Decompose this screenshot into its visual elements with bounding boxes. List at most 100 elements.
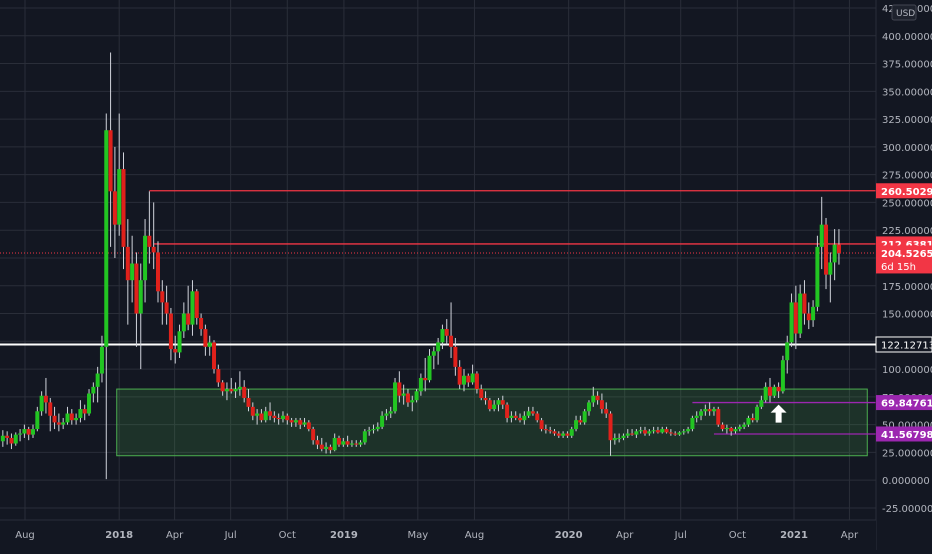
candle [677,431,682,436]
candle [242,380,247,403]
candle-body-up [785,342,790,361]
candle-body-up [31,429,36,435]
candle [776,382,781,398]
candle [143,219,148,303]
resistance-high-label-box [876,183,932,199]
candle [117,113,122,236]
candle-body-down [134,263,139,314]
candle [651,426,656,434]
candle-body-up [255,413,260,416]
candle [755,404,760,423]
candle-body-up [99,346,104,374]
candle-body-down [108,130,113,192]
candle-body-down [720,424,725,430]
candle-body-down [500,400,505,405]
candle-body-up [130,263,135,281]
candle [785,335,790,374]
price-axis[interactable]: 425.000000400.000000375.000000350.000000… [875,0,932,550]
candle [711,406,716,416]
price-tick-label: 225.000000 [882,226,932,237]
candle [160,280,165,325]
candle [815,235,820,312]
candle-body-up [574,420,579,430]
candle-body-down [328,446,333,451]
candle [22,424,27,438]
candle-body-up [694,415,699,418]
key-level-label[interactable]: 122.127135 [875,336,932,353]
candle [212,340,217,374]
candle [268,402,273,421]
candle-body-up [418,377,423,392]
candle-body-up [87,393,92,414]
candle-body-down [836,244,841,253]
candle [457,360,462,390]
candle [423,357,428,392]
candle [733,426,738,434]
candle [634,429,639,438]
range-low-label[interactable]: 41.567989 [876,426,932,442]
time-tick-label: Oct [729,530,746,541]
candle [724,424,729,434]
candle-body-up [742,424,747,427]
candle [427,349,432,383]
time-axis-background [0,520,876,550]
candle-body-down [664,429,669,433]
candle-body-up [427,355,432,381]
candle [625,429,630,438]
candle-body-up [143,235,148,281]
candle-body-down [802,293,807,314]
candle-body-down [250,406,255,416]
candle-body-up [789,302,794,343]
current-price-label[interactable]: 204.526583 6d 15h [876,245,932,274]
price-tick-label: 175.000000 [882,282,932,293]
support-zone[interactable] [116,388,868,457]
candle [798,284,803,338]
candle [487,397,492,412]
candle [737,424,742,432]
candle-body-up [746,417,751,425]
candle-body-up [375,426,380,430]
range-high-label[interactable]: 69.847615 [876,395,932,411]
candle-body-down [56,422,61,425]
candle [337,435,342,447]
candle-body-up [755,406,760,421]
time-axis[interactable]: Aug 2018 Apr Jul Oct 2019 May Aug 2020 Apr Jul Oct 2… [0,519,876,550]
candle-body-down [69,413,74,421]
resistance-high-label[interactable]: 260.502920 [876,183,932,199]
candle-body-down [298,420,303,425]
candle-body-down [199,317,204,330]
candle-body-up [358,442,363,445]
candle [380,411,385,430]
price-tick-label: 250.000000 [882,198,932,209]
candle-body-down [155,252,160,292]
candle-body-down [449,335,454,347]
time-tick-label: Oct [279,530,296,541]
candle [173,335,178,364]
candle [565,431,570,438]
candle-body-down [793,302,798,334]
candle [630,429,635,436]
candle [470,364,475,385]
candle-body-down [655,430,660,433]
candle [655,426,660,434]
candle [341,437,346,447]
candle [729,426,734,436]
candle [250,402,255,421]
candle [224,382,229,401]
candle-body-up [819,224,824,247]
candle-body-up [759,400,764,407]
currency-badge[interactable]: USD [891,4,917,21]
candle [793,285,798,350]
candle [263,406,268,423]
candle [746,415,751,427]
candle-body-up [380,415,385,427]
candle [707,402,712,416]
candle-body-down [479,389,484,398]
candle [690,415,695,432]
candle-body-down [289,420,294,423]
candle-body-down [276,417,281,420]
candle-body-up [690,417,695,430]
candle [742,422,747,430]
